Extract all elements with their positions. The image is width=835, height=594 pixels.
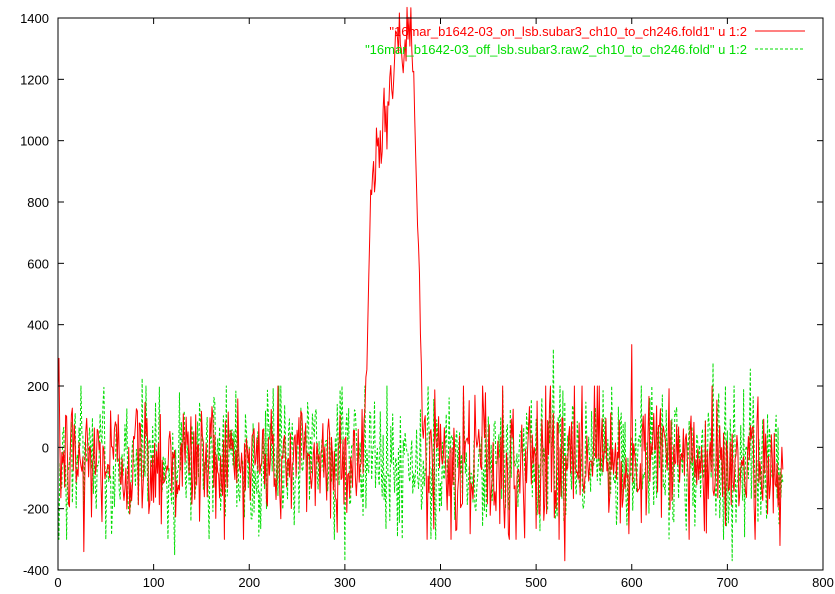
series-layer [57,6,784,562]
series-line-1 [57,6,784,562]
y-tick-label: 1200 [20,72,49,87]
y-tick-label: -200 [23,502,49,517]
x-tick-label: 800 [812,575,834,590]
y-tick-label: -400 [23,563,49,578]
legend-label-1: "16mar_b1642-03_on_lsb.subar3_ch10_to_ch… [389,24,747,39]
x-tick-label: 200 [238,575,260,590]
x-tick-label: 0 [54,575,61,590]
x-tick-label: 300 [334,575,356,590]
series-line-2 [57,348,784,562]
x-tick-label: 700 [717,575,739,590]
x-tick-label: 400 [430,575,452,590]
legend-label-2: "16mar_b1642-03_off_lsb.subar3.raw2_ch10… [365,42,747,57]
legend: "16mar_b1642-03_on_lsb.subar3_ch10_to_ch… [365,24,805,57]
x-tick-label: 500 [525,575,547,590]
y-tick-label: 200 [27,379,49,394]
y-tick-label: 600 [27,256,49,271]
y-tick-label: 800 [27,195,49,210]
y-tick-label: 1000 [20,134,49,149]
y-tick-label: 400 [27,318,49,333]
x-tick-label: 100 [143,575,165,590]
y-tick-label: 1400 [20,11,49,26]
x-tick-label: 600 [621,575,643,590]
y-tick-label: 0 [42,440,49,455]
axis-ticks: 0 100 200 300 400 500 600 700 800 -400 -200 0 200 400… [20,11,834,590]
